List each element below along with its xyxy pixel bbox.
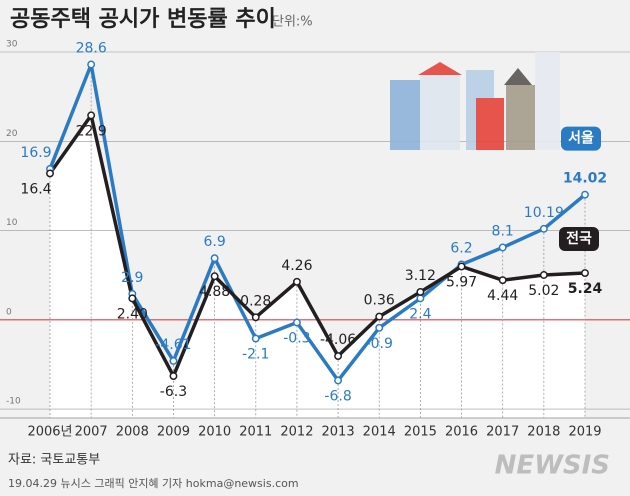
data-label: 2.4 xyxy=(409,306,431,322)
x-tick-label: 2017 xyxy=(486,425,519,440)
data-label: 4.44 xyxy=(487,288,518,304)
watermark: NEWSIS xyxy=(495,451,610,481)
point xyxy=(210,272,219,281)
data-label: 6.2 xyxy=(450,240,472,256)
line xyxy=(48,62,587,383)
line xyxy=(48,113,586,378)
data-label: 5.24 xyxy=(568,281,603,297)
legend-label: 전국 xyxy=(566,230,592,247)
point xyxy=(375,323,384,332)
data-label: 8.1 xyxy=(492,223,514,239)
data-label: 3.12 xyxy=(405,268,436,284)
point xyxy=(251,313,260,322)
point xyxy=(292,318,301,327)
point xyxy=(498,243,507,252)
point xyxy=(334,352,343,360)
point xyxy=(210,254,219,263)
x-tick-label: 2012 xyxy=(280,425,313,440)
area xyxy=(50,115,585,418)
data-label: 2.9 xyxy=(121,270,143,286)
source: 자료: 국토교통부 xyxy=(8,453,100,468)
data-label: 0.28 xyxy=(240,293,271,309)
data-label: 0.36 xyxy=(364,293,395,309)
data-label: 5.02 xyxy=(528,283,559,299)
y-tick-label: 10 xyxy=(6,218,18,228)
point xyxy=(457,262,466,271)
data-label: -0.9 xyxy=(366,336,393,352)
point xyxy=(251,334,260,343)
point xyxy=(169,357,178,365)
legend-box xyxy=(561,126,601,151)
point xyxy=(292,277,301,286)
legend-box xyxy=(559,227,599,252)
x-tick-label: 2011 xyxy=(239,425,272,440)
y-tick-label: 20 xyxy=(6,129,18,139)
x-tick-label: 2009 xyxy=(157,425,190,440)
data-label: -0.3 xyxy=(283,330,310,346)
credit: 19.04.29 뉴시스 그래픽 안지혜 기자 hokma@newsis.com xyxy=(8,477,299,490)
point xyxy=(581,269,589,277)
point xyxy=(87,60,96,69)
data-label: 4.88 xyxy=(199,284,230,300)
data-label: 10.19 xyxy=(524,205,564,221)
chart-title: 공동주택 공시가 변동률 추이 xyxy=(10,7,276,32)
y-tick-label: 30 xyxy=(6,40,18,50)
point xyxy=(416,294,425,303)
data-label: -4.61 xyxy=(155,337,191,353)
data-label: -4.06 xyxy=(320,332,356,348)
point xyxy=(539,271,548,279)
point xyxy=(334,376,343,385)
point xyxy=(498,276,507,285)
point xyxy=(375,312,384,321)
point xyxy=(416,288,425,296)
x-tick-label: 2006년 xyxy=(27,425,72,440)
x-tick-label: 2007 xyxy=(75,425,108,440)
x-tick-label: 2018 xyxy=(527,425,560,440)
data-label: 2.40 xyxy=(117,306,148,322)
point xyxy=(169,372,178,380)
x-tick-label: 2014 xyxy=(363,425,396,440)
x-tick-label: 2016 xyxy=(445,425,478,440)
data-label: 16.9 xyxy=(20,145,51,161)
point xyxy=(46,169,54,178)
data-label: 5.97 xyxy=(446,275,477,291)
data-label: -6.3 xyxy=(160,384,187,400)
x-tick-label: 2013 xyxy=(322,425,355,440)
x-tick-label: 2019 xyxy=(568,425,601,440)
x-tick-label: 2008 xyxy=(116,425,149,440)
legend-label: 서울 xyxy=(568,130,594,147)
data-label: 6.9 xyxy=(203,234,225,250)
data-label: 16.4 xyxy=(20,181,51,197)
data-label: 4.26 xyxy=(281,258,312,274)
x-tick-label: 2015 xyxy=(404,425,437,440)
data-label: -2.1 xyxy=(242,347,269,363)
data-label: -6.8 xyxy=(324,389,351,405)
unit: 단위:% xyxy=(272,15,313,30)
data-label: 22.9 xyxy=(76,123,107,139)
data-label: 28.6 xyxy=(76,40,107,56)
y-tick-label: 0 xyxy=(6,307,12,317)
buildings xyxy=(390,52,560,150)
point xyxy=(539,224,548,233)
x-tick-label: 2010 xyxy=(198,425,231,440)
point xyxy=(87,111,96,120)
y-tick-label: -10 xyxy=(6,397,21,407)
point xyxy=(128,294,137,303)
point xyxy=(581,190,589,199)
data-label: 14.02 xyxy=(563,171,607,187)
